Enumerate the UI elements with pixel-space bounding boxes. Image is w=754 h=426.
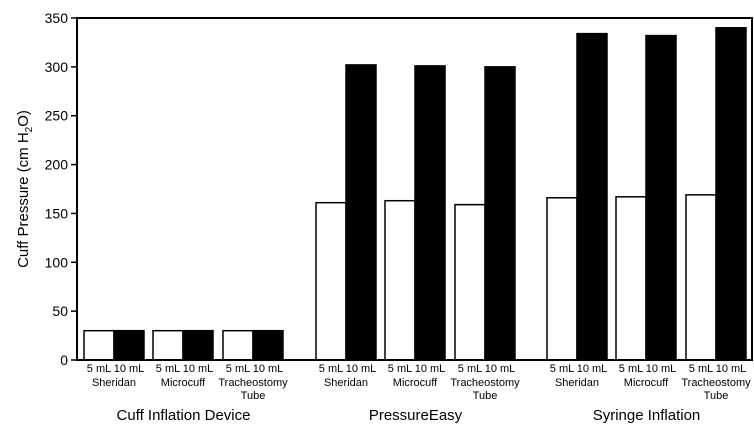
bar bbox=[384, 199, 416, 361]
y-tick-label: 250 bbox=[45, 108, 69, 124]
category-label: Tracheostomy bbox=[681, 377, 751, 389]
category-label: Microcuff bbox=[393, 377, 438, 389]
group-label: Syringe Inflation bbox=[593, 407, 701, 424]
bar bbox=[345, 64, 377, 361]
category-label: Tracheostomy bbox=[450, 377, 520, 389]
category-label: Sheridan bbox=[324, 377, 368, 389]
y-axis-label-subscript: 2 bbox=[24, 126, 35, 132]
bar bbox=[576, 32, 608, 361]
y-axis-label: Cuff Pressure (cm H2O) bbox=[15, 110, 35, 268]
bar bbox=[315, 201, 347, 361]
bar bbox=[715, 27, 747, 361]
bar bbox=[454, 203, 486, 361]
y-axis-label-part: Cuff Pressure (cm H bbox=[15, 132, 32, 268]
bar-series-label: 5 mL bbox=[319, 363, 343, 375]
y-tick-label: 50 bbox=[52, 303, 68, 319]
y-tick-label: 100 bbox=[45, 254, 69, 270]
bar-series-label: 10 mL bbox=[646, 363, 677, 375]
group-label: PressureEasy bbox=[369, 407, 463, 424]
bar-series-label: 5 mL bbox=[156, 363, 180, 375]
plot-area: Cuff Pressure (cm H2O) 0 50 100 150 200 250 300… bbox=[15, 10, 753, 424]
bar-series-label: 5 mL bbox=[226, 363, 250, 375]
bar bbox=[414, 65, 446, 361]
bar bbox=[546, 197, 578, 361]
bar-series-label: 10 mL bbox=[415, 363, 446, 375]
category-label: Tube bbox=[704, 390, 729, 402]
bar bbox=[645, 34, 677, 361]
y-axis-label-part: O) bbox=[15, 110, 32, 127]
bar-series-label: 10 mL bbox=[577, 363, 608, 375]
y-tick-label: 350 bbox=[45, 10, 69, 26]
bar bbox=[484, 66, 516, 361]
y-tick-label: 0 bbox=[60, 352, 68, 368]
bar-series-label: 5 mL bbox=[87, 363, 111, 375]
y-tick-label: 200 bbox=[45, 157, 69, 173]
bar-series-label: 10 mL bbox=[485, 363, 516, 375]
bar bbox=[152, 329, 184, 361]
bar-series-label: 5 mL bbox=[388, 363, 412, 375]
bar-series-label: 5 mL bbox=[550, 363, 574, 375]
plot-frame bbox=[76, 17, 753, 361]
category-label: Tracheostomy bbox=[218, 377, 288, 389]
bar-series-label: 10 mL bbox=[183, 363, 214, 375]
category-label: Microcuff bbox=[624, 377, 669, 389]
bar bbox=[113, 329, 145, 361]
bar-series-label: 5 mL bbox=[619, 363, 643, 375]
bar-series-label: 5 mL bbox=[689, 363, 713, 375]
bar-series-label: 5 mL bbox=[458, 363, 482, 375]
bar-series-label: 10 mL bbox=[716, 363, 747, 375]
category-label: Tube bbox=[473, 390, 498, 402]
bar bbox=[83, 329, 115, 361]
bar bbox=[685, 194, 717, 361]
category-label: Sheridan bbox=[555, 377, 599, 389]
y-tick-label: 300 bbox=[45, 59, 69, 75]
bar bbox=[252, 329, 284, 361]
bar-series-label: 10 mL bbox=[253, 363, 284, 375]
bar bbox=[222, 329, 254, 361]
bar bbox=[615, 196, 647, 361]
bar-series-label: 10 mL bbox=[114, 363, 145, 375]
y-tick-label: 150 bbox=[45, 205, 69, 221]
bar bbox=[182, 329, 214, 361]
category-label: Tube bbox=[241, 390, 266, 402]
category-label: Microcuff bbox=[161, 377, 206, 389]
bar-series-label: 10 mL bbox=[346, 363, 377, 375]
category-label: Sheridan bbox=[92, 377, 136, 389]
group-label: Cuff Inflation Device bbox=[117, 407, 251, 424]
